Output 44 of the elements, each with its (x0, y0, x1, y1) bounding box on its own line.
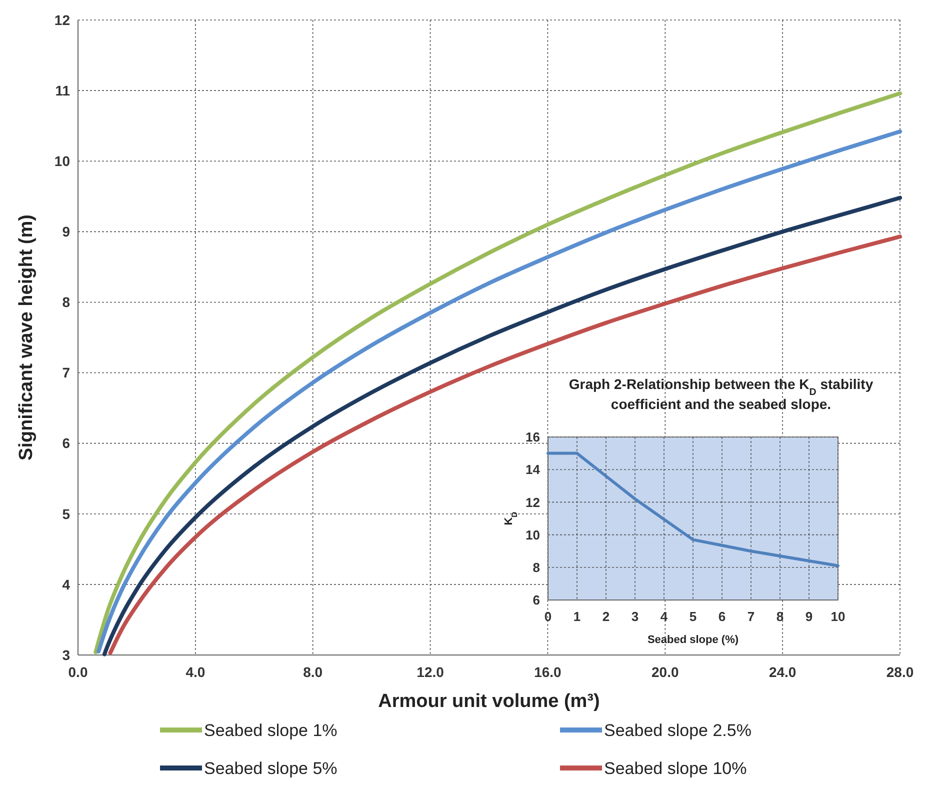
y-tick-label: 14 (526, 462, 541, 478)
y-tick-label: 10 (526, 527, 540, 542)
x-tick-label: 6 (718, 609, 726, 624)
y-tick-label: 10 (54, 153, 70, 170)
y-tick-label: 4 (62, 576, 70, 592)
legend-label: Seabed slope 10% (604, 758, 747, 778)
y-tick-label: 12 (54, 12, 70, 28)
x-tick-label: 0 (544, 609, 552, 624)
legend-label: Seabed slope 2.5% (604, 720, 752, 740)
x-tick-label: 12.0 (416, 664, 444, 680)
x-tick-label: 8 (776, 609, 784, 624)
x-tick-label: 3 (631, 609, 639, 624)
y-tick-label: 8 (62, 294, 70, 310)
x-tick-label: 28.0 (886, 664, 914, 680)
y-tick-label: 3 (62, 646, 70, 663)
x-tick-label: 7 (747, 609, 755, 624)
y-tick-label: 12 (526, 494, 540, 510)
x-tick-label: 8.0 (303, 664, 323, 680)
y-tick-label: 11 (55, 82, 70, 98)
x-tick-label: 4 (660, 609, 668, 624)
legend-label: Seabed slope 1% (204, 720, 338, 740)
y-tick-label: 7 (62, 364, 70, 381)
y-tick-label: 8 (532, 560, 540, 575)
x-tick-label: 20.0 (652, 664, 679, 680)
x-tick-label: 9 (805, 609, 813, 624)
x-tick-label: 2 (602, 609, 610, 624)
x-axis-title: Seabed slope (%) (647, 634, 739, 646)
x-tick-label: 16.0 (534, 664, 562, 680)
x-tick-label: 5 (689, 609, 697, 624)
y-axis-title: Significant wave height (m) (16, 214, 37, 460)
x-tick-label: 1 (573, 609, 581, 624)
x-tick-label: 0.0 (68, 664, 88, 680)
y-tick-label: 5 (62, 506, 70, 522)
y-tick-label: 9 (62, 224, 70, 240)
y-tick-label: 16 (526, 430, 540, 445)
line-series (546, 452, 840, 568)
legend-label: Seabed slope 5% (204, 758, 338, 778)
x-axis-title: Armour unit volume (m³) (378, 691, 600, 712)
x-tick-label: 10 (830, 609, 846, 624)
y-tick-label: 6 (532, 592, 540, 608)
chart-title: Graph 2-Relationship between the K$_{D}$ stability coefficient and the seabed slope. (568, 376, 874, 412)
x-tick-label: 24.0 (768, 664, 796, 680)
x-tick-label: 4.0 (186, 664, 206, 680)
y-tick-label: 6 (62, 435, 70, 452)
